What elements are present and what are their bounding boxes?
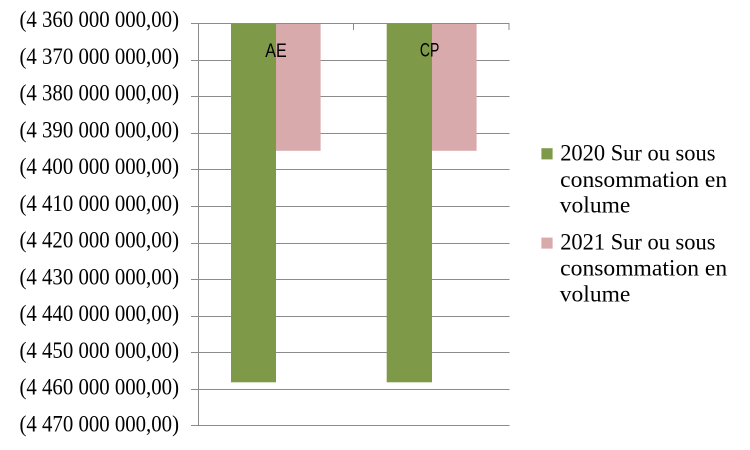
svg-text:(4 470 000 000,00): (4 470 000 000,00) xyxy=(20,411,180,436)
svg-text:(4 460 000 000,00): (4 460 000 000,00) xyxy=(20,375,180,400)
svg-text:2020 Sur ou sous: 2020 Sur ou sous xyxy=(560,141,715,166)
svg-text:(4 440 000 000,00): (4 440 000 000,00) xyxy=(20,301,180,326)
svg-text:(4 430 000 000,00): (4 430 000 000,00) xyxy=(20,264,180,289)
svg-text:(4 360 000 000,00): (4 360 000 000,00) xyxy=(20,7,180,32)
svg-text:CP: CP xyxy=(420,41,440,62)
svg-text:(4 380 000 000,00): (4 380 000 000,00) xyxy=(20,81,180,106)
svg-text:AE: AE xyxy=(265,41,287,62)
svg-text:(4 400 000 000,00): (4 400 000 000,00) xyxy=(20,154,180,179)
svg-text:2021 Sur ou sous: 2021 Sur ou sous xyxy=(560,230,715,255)
svg-text:(4 370 000 000,00): (4 370 000 000,00) xyxy=(20,44,180,69)
svg-text:volume: volume xyxy=(560,193,631,218)
svg-text:(4 420 000 000,00): (4 420 000 000,00) xyxy=(20,228,180,253)
svg-text:(4 390 000 000,00): (4 390 000 000,00) xyxy=(20,117,180,142)
svg-text:consommation en: consommation en xyxy=(560,167,728,192)
svg-text:(4 410 000 000,00): (4 410 000 000,00) xyxy=(20,191,180,216)
svg-text:(4 450 000 000,00): (4 450 000 000,00) xyxy=(20,338,180,363)
svg-text:consommation en: consommation en xyxy=(560,256,728,281)
svg-text:volume: volume xyxy=(560,282,631,307)
